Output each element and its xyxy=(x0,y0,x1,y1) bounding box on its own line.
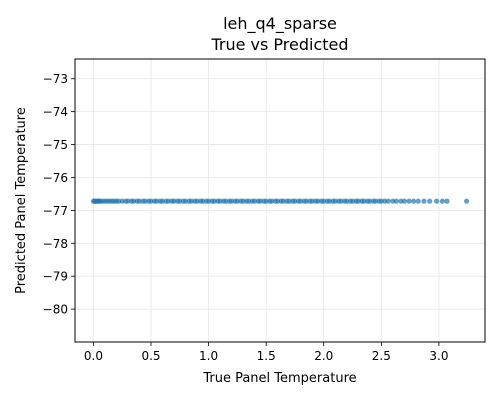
data-point xyxy=(410,198,417,204)
y-axis-label: Predicted Panel Temperature xyxy=(14,107,29,294)
data-point xyxy=(401,198,407,204)
y-tick-label: −77 xyxy=(43,204,68,218)
x-axis-ticks: 0.0 0.5 1.0 1.5 2.0 2.5 3.0 xyxy=(84,342,448,363)
y-tick-label: −74 xyxy=(43,105,68,119)
x-tick-label: 0.5 xyxy=(141,349,160,363)
chart-subtitle: True vs Predicted xyxy=(210,35,348,54)
y-tick-label: −79 xyxy=(43,270,68,284)
data-point xyxy=(427,198,433,204)
x-tick-label: 1.0 xyxy=(199,349,218,363)
data-point xyxy=(406,198,412,204)
x-axis-label: True Panel Temperature xyxy=(202,371,356,386)
data-point xyxy=(434,198,440,204)
x-tick-label: 2.0 xyxy=(314,349,333,363)
data-points xyxy=(90,198,470,204)
data-point xyxy=(439,198,445,204)
y-axis-ticks: −73 −74 −75 −76 −77 −78 −79 −80 xyxy=(43,72,75,317)
x-tick-label: 0.0 xyxy=(84,349,103,363)
x-tick-label: 3.0 xyxy=(429,349,448,363)
y-tick-label: −78 xyxy=(43,237,68,251)
data-point xyxy=(421,198,427,204)
chart-title: leh_q4_sparse xyxy=(223,14,337,34)
y-tick-label: −80 xyxy=(43,303,68,317)
y-tick-label: −73 xyxy=(43,72,68,86)
data-point xyxy=(463,198,470,204)
x-tick-label: 2.5 xyxy=(372,349,391,363)
x-tick-label: 1.5 xyxy=(257,349,276,363)
data-point xyxy=(415,198,421,204)
plot-frame xyxy=(74,58,486,343)
y-tick-label: −76 xyxy=(43,171,68,185)
y-tick-label: −75 xyxy=(43,138,68,152)
data-point xyxy=(393,198,399,204)
data-point xyxy=(385,198,391,204)
data-point xyxy=(444,198,450,204)
